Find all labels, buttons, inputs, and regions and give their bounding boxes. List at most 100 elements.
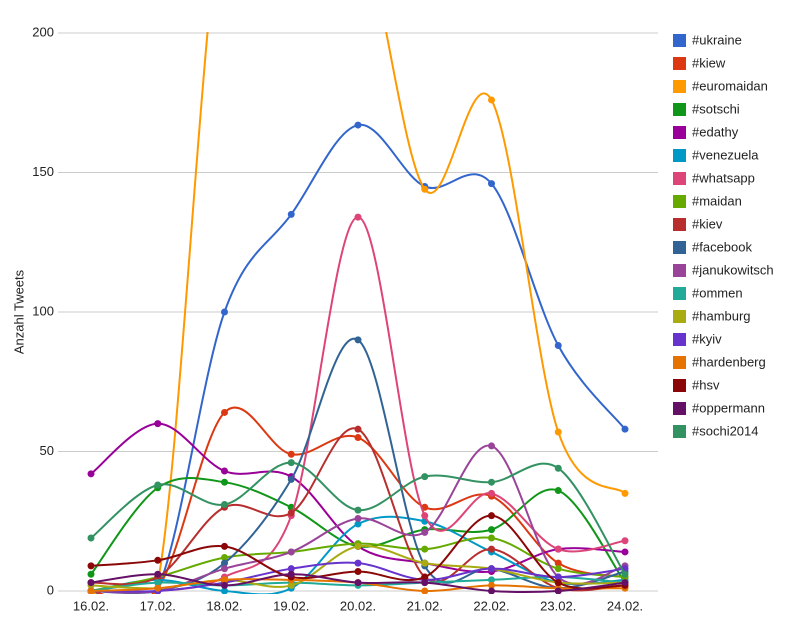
data-point — [421, 512, 429, 520]
data-point — [421, 573, 429, 581]
y-axis-title: Anzahl Tweets — [11, 269, 26, 354]
legend-swatch — [673, 80, 686, 93]
data-point — [154, 570, 162, 578]
data-point — [421, 473, 429, 481]
data-point — [287, 581, 295, 589]
data-point — [221, 587, 228, 594]
data-point — [221, 308, 228, 316]
data-point — [488, 581, 495, 589]
y-tick-label: 150 — [32, 164, 54, 179]
data-point — [354, 336, 362, 344]
data-point — [488, 534, 495, 542]
data-point — [488, 576, 495, 584]
data-point — [554, 565, 562, 573]
legend-swatch — [673, 264, 686, 277]
data-point — [421, 528, 429, 536]
y-tick-label: 50 — [40, 443, 54, 458]
data-point — [554, 559, 562, 567]
data-point — [354, 520, 362, 528]
legend-swatch — [673, 149, 686, 162]
legend-swatch — [673, 287, 686, 300]
data-point — [488, 478, 495, 486]
legend-label: #hamburg — [692, 308, 751, 323]
x-tick-label: 19.02. — [273, 598, 309, 613]
data-point — [154, 420, 162, 428]
data-point — [421, 587, 429, 594]
data-point — [421, 579, 429, 587]
data-point — [287, 565, 295, 573]
x-tick-label: 21.02. — [407, 598, 443, 613]
data-point — [554, 579, 562, 587]
data-point — [87, 534, 95, 542]
legend-swatch — [673, 356, 686, 369]
legend-label: #oppermann — [692, 400, 765, 415]
legend-swatch — [673, 241, 686, 254]
legend-label: #facebook — [692, 239, 752, 254]
data-point — [221, 542, 228, 550]
data-point — [154, 579, 162, 587]
y-tick-label: 100 — [32, 303, 54, 318]
data-point — [554, 487, 562, 495]
legend-label: #ukraine — [692, 32, 742, 47]
data-point — [621, 570, 629, 578]
data-point — [287, 509, 295, 517]
legend-label: #edathy — [692, 124, 739, 139]
x-tick-label: 22.02. — [473, 598, 509, 613]
data-point — [354, 506, 362, 514]
data-point — [221, 554, 228, 562]
data-point — [354, 579, 362, 587]
data-point — [354, 434, 362, 442]
legend-swatch — [673, 34, 686, 47]
data-point — [354, 567, 362, 575]
data-point — [554, 428, 562, 436]
data-point — [354, 514, 362, 522]
legend-label: #kyiv — [692, 331, 722, 346]
data-point — [221, 478, 228, 486]
data-point — [488, 587, 495, 594]
data-point — [354, 213, 362, 221]
data-point — [87, 570, 95, 578]
data-point — [87, 579, 95, 587]
legend-swatch — [673, 425, 686, 438]
x-tick-label: 16.02. — [73, 598, 109, 613]
data-point — [354, 425, 362, 433]
legend-label: #kiev — [692, 216, 723, 231]
legend-label: #hardenberg — [692, 354, 766, 369]
y-tick-label: 0 — [47, 582, 54, 597]
data-point — [621, 489, 629, 497]
legend-swatch — [673, 402, 686, 415]
data-point — [221, 408, 228, 416]
legend-swatch — [673, 218, 686, 231]
data-point — [488, 512, 495, 520]
legend-label: #hsv — [692, 377, 720, 392]
data-point — [221, 565, 228, 573]
legend-label: #ommen — [692, 285, 743, 300]
legend-label: #janukowitsch — [692, 262, 774, 277]
data-point — [621, 579, 629, 587]
y-tick-label: 200 — [32, 24, 54, 39]
series-line — [90, 216, 626, 594]
legend-swatch — [673, 195, 686, 208]
data-point — [488, 96, 495, 104]
legend-label: #euromaidan — [692, 78, 768, 93]
data-point — [354, 559, 362, 567]
legend-swatch — [673, 333, 686, 346]
data-point — [87, 562, 95, 570]
x-tick-label: 17.02. — [140, 598, 176, 613]
legend-label: #sochi2014 — [692, 423, 759, 438]
series-line — [90, 514, 626, 590]
data-point — [154, 556, 162, 564]
data-point — [488, 489, 495, 497]
data-point — [221, 576, 228, 584]
data-point — [287, 450, 295, 458]
data-point — [221, 559, 228, 567]
data-point — [488, 180, 495, 188]
legend-label: #kiew — [692, 55, 726, 70]
series-line — [90, 124, 626, 594]
data-point — [87, 587, 95, 594]
data-point — [554, 341, 562, 349]
data-point — [221, 501, 228, 509]
legend-swatch — [673, 310, 686, 323]
data-point — [421, 559, 429, 567]
